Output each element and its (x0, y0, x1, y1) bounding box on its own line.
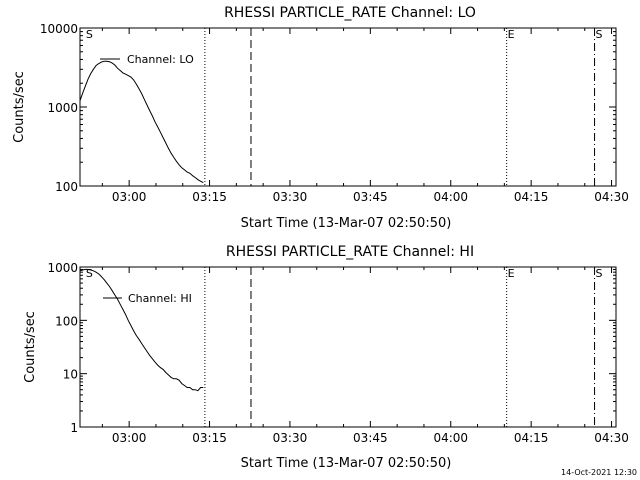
x-tick-label: 03:45 (353, 190, 388, 204)
marker-label: S (596, 28, 603, 41)
y-axis-label: Counts/sec (23, 311, 38, 383)
legend-label: Channel: LO (127, 53, 194, 66)
x-tick-label: 03:00 (112, 431, 147, 445)
marker-label: E (508, 28, 515, 41)
x-axis-label: Start Time (13-Mar-07 02:50:50) (241, 456, 452, 471)
x-tick-label: 04:30 (594, 190, 629, 204)
y-tick-label: 1000 (47, 261, 78, 275)
x-tick-label: 04:00 (433, 190, 468, 204)
series-line (79, 60, 204, 184)
y-ticks: 1 10 100 1000 (47, 261, 616, 435)
y-tick-label: 10000 (40, 22, 78, 36)
x-tick-label: 03:15 (192, 431, 227, 445)
series-line (79, 268, 204, 392)
y-tick-label: 100 (55, 180, 78, 194)
x-tick-label: 04:30 (594, 431, 629, 445)
x-ticks: 03:00 03:15 03:30 03:45 04:00 04:15 04:30 (101, 267, 629, 445)
chart-title: RHESSI PARTICLE_RATE Channel: LO (224, 5, 476, 21)
y-ticks: 100 1000 10000 (40, 22, 616, 194)
marker-label: S (86, 267, 93, 280)
y-axis-label: Counts/sec (12, 71, 27, 143)
footer-timestamp: 14-Oct-2021 12:30 (561, 468, 637, 477)
y-tick-label: 1 (70, 421, 78, 435)
x-axis-label: Start Time (13-Mar-07 02:50:50) (241, 216, 452, 231)
hi-channel-panel: RHESSI PARTICLE_RATE Channel: HI 03:00 03… (23, 244, 629, 471)
legend-label: Channel: HI (128, 292, 192, 305)
marker-label: E (508, 267, 515, 280)
marker-label: S (596, 267, 603, 280)
x-tick-label: 03:30 (273, 190, 308, 204)
x-tick-label: 03:45 (353, 431, 388, 445)
x-tick-label: 04:15 (514, 190, 549, 204)
data-series (79, 60, 204, 184)
chart-title: RHESSI PARTICLE_RATE Channel: HI (226, 244, 474, 260)
x-tick-label: 04:15 (514, 431, 549, 445)
plot-frame (79, 266, 617, 428)
x-tick-label: 03:00 (112, 190, 147, 204)
x-tick-label: 03:15 (192, 190, 227, 204)
x-tick-label: 03:30 (273, 431, 308, 445)
lo-channel-panel: RHESSI PARTICLE_RATE Channel: LO 03:00 03… (12, 5, 629, 231)
data-series (79, 268, 204, 392)
x-tick-label: 04:00 (433, 431, 468, 445)
y-tick-label: 10 (63, 368, 78, 382)
marker-label: S (86, 28, 93, 41)
x-ticks: 03:00 03:15 03:30 03:45 04:00 04:15 04:30 (101, 28, 629, 204)
y-tick-label: 100 (55, 314, 78, 328)
y-tick-label: 1000 (47, 101, 78, 115)
